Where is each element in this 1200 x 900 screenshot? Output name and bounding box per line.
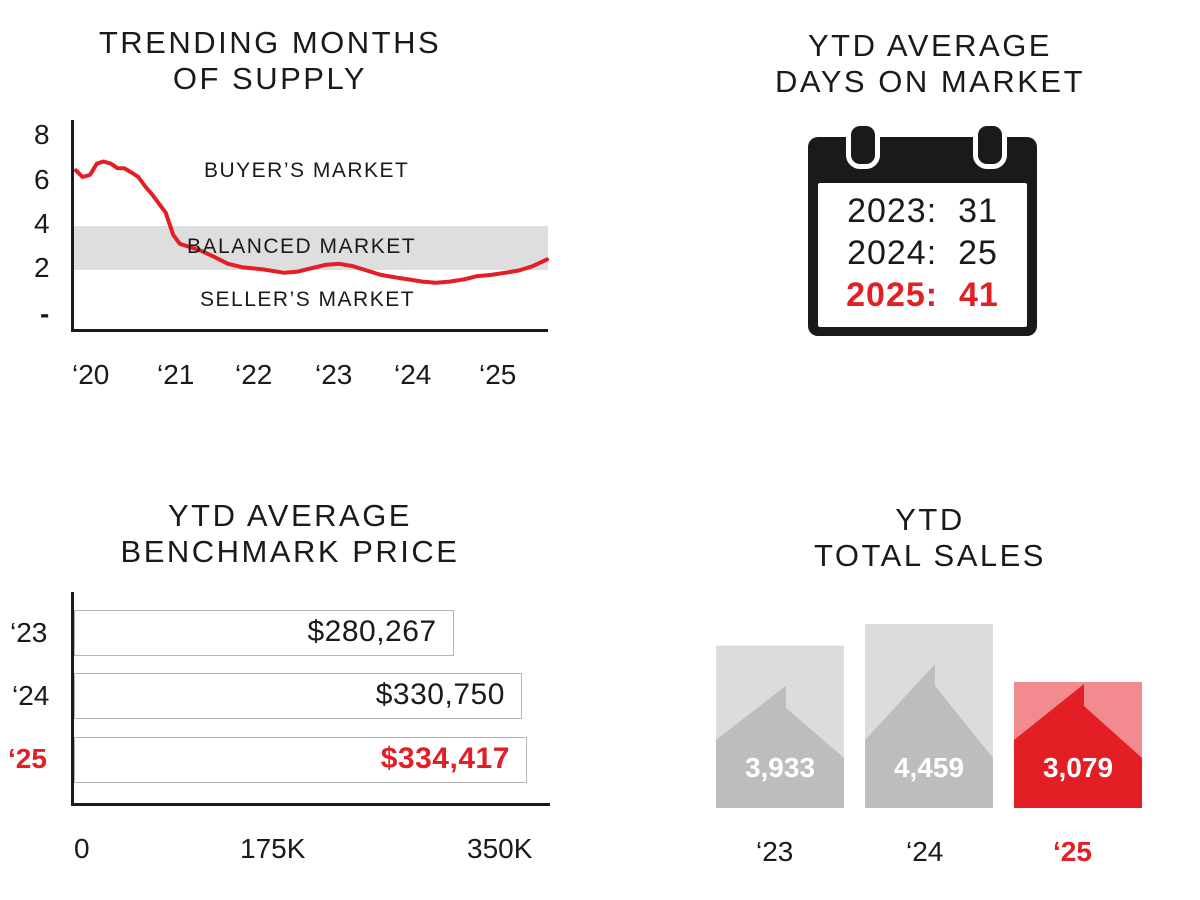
benchmark-category-label: ‘24 [12,680,50,711]
benchmark-value-label: $280,267 [307,615,437,648]
x-tick-label: ‘25 [479,359,517,390]
dom-row-2023: 2023: 31 [818,190,1027,232]
benchmark-x-tick-label: 350K [467,833,533,864]
benchmark-bar-2023: $280,267 [74,610,454,656]
house-icon [865,664,993,808]
benchmark-x-axis [71,803,550,806]
y-tick-label: 4 [34,208,50,239]
benchmark-price-title-line1: YTD AVERAGE [168,498,412,533]
y-tick-label: 8 [34,119,50,150]
dom-value: 41 [959,276,999,314]
total-sales-title-line2: TOTAL SALES [814,538,1046,573]
dom-row-2024: 2024: 25 [818,232,1027,274]
benchmark-value-label: $330,750 [375,678,505,711]
x-tick-label: ‘22 [235,359,273,390]
y-tick-label: 2 [34,252,50,283]
x-tick-label: ‘21 [157,359,195,390]
total-sales-title: YTD TOTAL SALES [720,502,1140,574]
sales-bar [716,645,844,808]
x-tick-label: ‘20 [72,359,110,390]
buyers-market-label: BUYER’S MARKET [204,159,410,182]
months-supply-title-line2: OF SUPPLY [172,61,368,96]
benchmark-category-label: ‘25 [8,743,47,774]
sales-category-label: ‘23 [756,836,794,867]
months-supply-x-axis [71,329,548,332]
dom-year: 2023: [847,192,938,230]
sales-bar [865,624,993,808]
dom-year: 2025: [846,276,939,314]
benchmark-bar-2025: $334,417 [74,737,527,783]
benchmark-x-tick-label: 0 [74,833,90,864]
days-on-market-title-line2: DAYS ON MARKET [774,64,1086,99]
house-icon [716,685,844,808]
calendar-lines: 2023: 31 2024: 25 2025: 41 [818,190,1027,316]
x-tick-label: ‘24 [394,359,432,390]
y-tick-label: 6 [34,164,50,195]
calendar-ring-left [846,121,880,169]
total-sales-title-line1: YTD [895,502,965,537]
benchmark-y-axis [71,592,74,806]
dom-value: 25 [958,234,998,272]
benchmark-bar-2024: $330,750 [74,673,522,719]
months-supply-title: TRENDING MONTHS OF SUPPLY [40,25,500,97]
months-supply-band [73,226,548,270]
months-supply-line [74,159,549,285]
dom-value: 31 [958,192,998,230]
sales-category-label: ‘24 [906,836,944,867]
sales-value-label: 3,079 [1042,752,1114,783]
months-supply-plot [74,159,549,285]
benchmark-category-label: ‘23 [10,617,48,648]
benchmark-value-label: $334,417 [380,742,510,775]
balanced-market-label: BALANCED MARKET [187,235,417,258]
house-icon [1014,684,1142,808]
calendar-icon: 2023: 31 2024: 25 2025: 41 [808,121,1037,336]
sales-category-label: ‘25 [1053,836,1092,867]
benchmark-price-title: YTD AVERAGE BENCHMARK PRICE [60,498,520,570]
dom-year: 2024: [847,234,938,272]
sales-bar [1014,682,1142,808]
months-supply-y-axis [71,120,74,332]
days-on-market-title-line1: YTD AVERAGE [808,28,1052,63]
sales-value-label: 3,933 [744,752,816,783]
sales-value-label: 4,459 [893,752,965,783]
days-on-market-title: YTD AVERAGE DAYS ON MARKET [720,28,1140,100]
sellers-market-label: SELLER’S MARKET [200,288,416,311]
calendar-ring-right [973,121,1007,169]
dom-row-2025: 2025: 41 [818,274,1027,316]
calendar-page: 2023: 31 2024: 25 2025: 41 [818,183,1027,327]
y-tick-label: - [40,298,50,329]
benchmark-x-tick-label: 175K [240,833,306,864]
months-supply-title-line1: TRENDING MONTHS [98,25,442,60]
benchmark-price-title-line2: BENCHMARK PRICE [120,534,460,569]
x-tick-label: ‘23 [315,359,353,390]
